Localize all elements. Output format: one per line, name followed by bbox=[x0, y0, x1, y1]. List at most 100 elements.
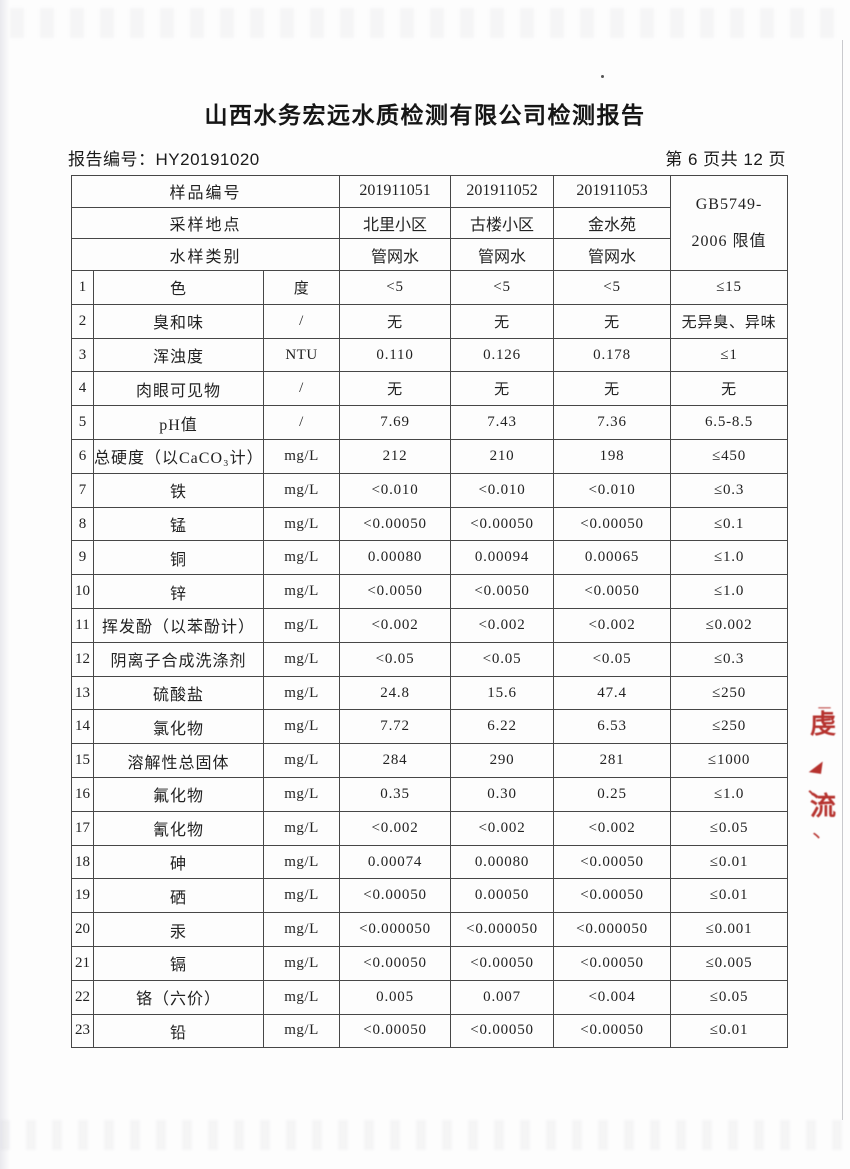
results-header: 样品编号 201911051 201911052 201911053 GB574… bbox=[70, 174, 789, 272]
sample-3-value: 47.4 bbox=[553, 675, 672, 711]
parameter-name: 浑浊度 bbox=[93, 337, 264, 373]
table-row: 16 氟化物 mg/L 0.35 0.30 0.25 ≤1.0 bbox=[71, 777, 789, 812]
table-row: 13 硫酸盐 mg/L 24.8 15.6 47.4 ≤250 bbox=[71, 675, 789, 711]
stamp-glyph: 一 bbox=[818, 704, 832, 713]
sample-2-value: <0.00050 bbox=[450, 946, 555, 981]
sample-3-value: <0.00050 bbox=[553, 844, 672, 880]
header-limit-standard: GB5749- 2006 限值 bbox=[670, 174, 789, 272]
header-row-water-type: 水样类别 管网水 管网水 管网水 bbox=[70, 238, 788, 272]
sample-1-value: <0.002 bbox=[339, 810, 452, 846]
parameter-name: pH值 bbox=[93, 405, 264, 441]
sample-1-value: <0.002 bbox=[339, 608, 452, 643]
sample-3-value: <0.00050 bbox=[553, 1013, 672, 1049]
sample-3-value: <0.002 bbox=[553, 810, 672, 846]
table-row: 18 砷 mg/L 0.00074 0.00080 <0.00050 ≤0.01 bbox=[71, 844, 789, 880]
limit-value: ≤1.0 bbox=[670, 574, 789, 610]
sample-1-value: <0.05 bbox=[339, 641, 452, 677]
parameter-name: 挥发酚（以苯酚计） bbox=[93, 608, 264, 643]
unit: mg/L bbox=[262, 540, 341, 576]
table-row: 20 汞 mg/L <0.000050 <0.000050 <0.000050 … bbox=[71, 912, 789, 947]
sample-2-value: <0.002 bbox=[450, 608, 555, 643]
header-row-location: 采样地点 北里小区 古楼小区 金水苑 bbox=[70, 206, 788, 240]
limit-value: ≤0.05 bbox=[670, 979, 789, 1015]
row-number: 20 bbox=[71, 912, 94, 947]
row-number: 3 bbox=[71, 337, 94, 373]
sample-2-value: 290 bbox=[450, 743, 555, 779]
parameter-name: 阴离子合成洗涤剂 bbox=[93, 641, 264, 677]
sample-3-value: 无 bbox=[553, 303, 672, 339]
sample-3-value: 6.53 bbox=[553, 709, 672, 745]
limit-standard-line1: GB5749- bbox=[695, 195, 763, 213]
sample-2-value: 无 bbox=[450, 371, 555, 407]
header-row-sample-no: 样品编号 201911051 201911052 201911053 GB574… bbox=[70, 174, 789, 272]
limit-value: ≤0.1 bbox=[670, 506, 789, 542]
page-title: 山西水务宏远水质检测有限公司检测报告 bbox=[204, 102, 646, 128]
row-number: 12 bbox=[71, 641, 94, 677]
sample-2-value: 0.00080 bbox=[450, 844, 555, 880]
table-row: 14 氯化物 mg/L 7.72 6.22 6.53 ≤250 bbox=[71, 709, 789, 745]
row-number: 11 bbox=[71, 608, 94, 643]
sample-3-value: <0.00050 bbox=[553, 878, 672, 914]
parameter-name: 砷 bbox=[93, 844, 264, 880]
stamp-glyph: 、 bbox=[808, 781, 825, 798]
stamp-glyph: 丶 bbox=[810, 829, 824, 844]
sample-1-value: 7.69 bbox=[339, 405, 452, 441]
parameter-name: 臭和味 bbox=[93, 303, 264, 339]
parameter-name: 汞 bbox=[93, 912, 264, 947]
unit: / bbox=[262, 303, 341, 339]
sample-1-value: 0.00080 bbox=[339, 540, 452, 576]
table-row: 10 锌 mg/L <0.0050 <0.0050 <0.0050 ≤1.0 bbox=[71, 574, 789, 610]
table-row: 6 总硬度（以CaCO₃计） mg/L 212 210 198 ≤450 bbox=[71, 439, 789, 474]
scan-noise-top bbox=[10, 8, 840, 38]
table-row: 1 色 度 <5 <5 <5 ≤15 bbox=[71, 270, 789, 305]
unit: NTU bbox=[262, 337, 341, 373]
sample-2-value: <0.05 bbox=[450, 641, 555, 677]
sample-3-value: <0.0050 bbox=[553, 574, 672, 610]
header-location-label: 采样地点 bbox=[70, 206, 341, 240]
row-number: 14 bbox=[71, 709, 94, 745]
parameter-name: 铜 bbox=[93, 540, 264, 576]
sample-1-value: 0.35 bbox=[339, 777, 452, 812]
limit-value: ≤450 bbox=[670, 439, 789, 474]
sample-1-value: <0.0050 bbox=[339, 574, 452, 610]
unit: mg/L bbox=[262, 574, 341, 610]
table-row: 9 铜 mg/L 0.00080 0.00094 0.00065 ≤1.0 bbox=[71, 540, 789, 576]
unit: / bbox=[262, 371, 341, 407]
limit-value: ≤0.005 bbox=[670, 946, 789, 981]
limit-value: ≤1.0 bbox=[670, 777, 789, 812]
scan-dot-artifact bbox=[601, 75, 604, 78]
limit-standard-line2: 2006 限值 bbox=[691, 232, 767, 250]
sample-2-value: 0.126 bbox=[450, 337, 555, 373]
unit: mg/L bbox=[262, 641, 341, 677]
row-number: 6 bbox=[71, 439, 94, 474]
sample-2-value: 7.43 bbox=[450, 405, 555, 441]
parameter-name: 硒 bbox=[93, 878, 264, 914]
row-number: 21 bbox=[71, 946, 94, 981]
parameter-name: 氰化物 bbox=[93, 810, 264, 846]
page-indicator: 第 6 页共 12 页 bbox=[665, 149, 786, 169]
row-number: 4 bbox=[71, 371, 94, 407]
header-location-3: 金水苑 bbox=[553, 206, 672, 240]
unit: mg/L bbox=[262, 675, 341, 711]
sample-1-value: <0.000050 bbox=[339, 912, 452, 947]
limit-value: ≤1.0 bbox=[670, 540, 789, 576]
limit-value: ≤0.3 bbox=[670, 472, 789, 508]
stamp-glyph: 流 bbox=[810, 792, 837, 821]
unit: mg/L bbox=[262, 1013, 341, 1049]
sample-1-value: <5 bbox=[339, 270, 452, 305]
row-number: 7 bbox=[71, 472, 94, 508]
sample-3-value: <0.010 bbox=[553, 472, 672, 508]
sample-3-value: <0.05 bbox=[553, 641, 672, 677]
limit-value: ≤0.3 bbox=[670, 641, 789, 677]
stamp-glyph: ◢ bbox=[809, 758, 823, 776]
sample-2-value: <0.000050 bbox=[450, 912, 555, 947]
sample-2-value: 0.00050 bbox=[450, 878, 555, 914]
header-location-2: 古楼小区 bbox=[450, 206, 555, 240]
sample-1-value: 284 bbox=[339, 743, 452, 779]
row-number: 2 bbox=[71, 303, 94, 339]
parameter-name: 溶解性总固体 bbox=[93, 743, 264, 779]
row-number: 16 bbox=[71, 777, 94, 812]
sample-3-value: 0.178 bbox=[553, 337, 672, 373]
unit: mg/L bbox=[262, 709, 341, 745]
